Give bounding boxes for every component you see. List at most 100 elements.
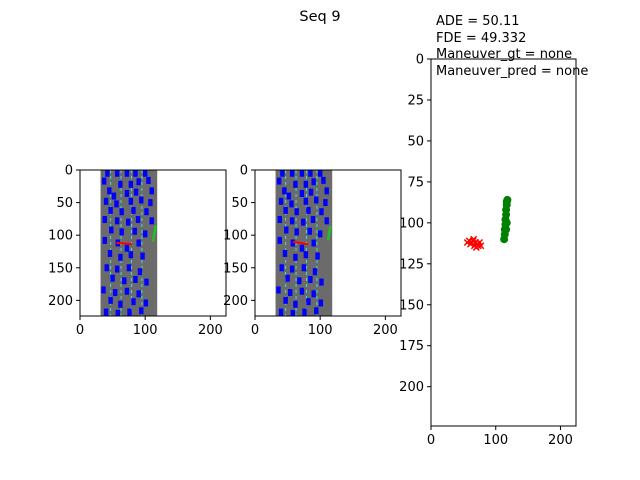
history-trajectory (292, 240, 309, 246)
y-tick-label: 100 (399, 216, 424, 231)
figure-title: Seq 9 (299, 9, 340, 25)
vehicle-marker (289, 170, 295, 177)
y-tick-label: 150 (48, 261, 73, 276)
vehicle-marker (103, 197, 109, 205)
y-tick-label: 175 (399, 339, 424, 354)
vehicle-marker (315, 252, 320, 260)
vehicle-marker (276, 286, 281, 294)
vehicle-marker (308, 188, 314, 196)
y-tick-label: 75 (407, 175, 424, 190)
x-tick-label: 0 (427, 433, 435, 448)
vehicle-marker (290, 309, 296, 316)
vehicle-marker (311, 290, 316, 298)
vehicle-marker (303, 251, 309, 259)
y-tick-label: 50 (231, 196, 248, 211)
vehicle-marker (119, 228, 124, 236)
maneuver-pred-label: Maneuver_pred = none (436, 64, 588, 79)
ade-label: ADE = 50.11 (436, 14, 520, 29)
vehicle-marker (149, 187, 154, 195)
vehicle-marker (137, 268, 143, 276)
vehicle-marker (107, 187, 112, 195)
vehicle-marker (294, 228, 299, 236)
vehicle-marker (122, 277, 127, 285)
y-tick-label: 100 (48, 229, 73, 244)
vehicle-marker (133, 188, 139, 196)
vehicle-marker (149, 217, 154, 225)
x-tick-label: 100 (483, 433, 508, 448)
vehicle-marker (277, 216, 282, 224)
vehicle-marker (124, 287, 130, 295)
y-tick-label: 150 (223, 261, 248, 276)
vehicle-marker (319, 278, 324, 286)
vehicle-marker (127, 308, 132, 316)
vehicle-marker (139, 196, 144, 204)
vehicle-marker (105, 170, 110, 177)
vehicle-marker (144, 208, 149, 216)
y-tick-label: 25 (407, 93, 424, 108)
vehicle-marker (110, 274, 115, 282)
x-tick-label: 200 (548, 433, 573, 448)
vehicle-marker (312, 268, 318, 276)
vehicle-marker (282, 249, 288, 257)
vehicle-marker (118, 253, 123, 261)
vehicle-marker (307, 227, 312, 235)
vehicle-marker (139, 307, 144, 315)
vehicle-marker (142, 170, 148, 177)
vehicle-marker (114, 170, 120, 177)
vehicle-marker (114, 217, 120, 225)
vehicle-marker (132, 227, 137, 235)
vehicle-marker (124, 170, 130, 177)
vehicle-marker (133, 170, 138, 177)
axes-frame (79, 169, 227, 317)
vehicle-marker (306, 206, 311, 214)
vehicle-marker (311, 239, 316, 247)
vehicle-marker (142, 230, 148, 238)
vehicle-marker (311, 178, 316, 186)
vehicle-marker (301, 264, 307, 272)
plot-area (463, 195, 512, 251)
vehicle-marker (284, 226, 289, 234)
maneuver-gt-label: Maneuver_gt = none (436, 47, 572, 62)
vehicle-marker (102, 236, 107, 244)
vehicle-marker (136, 290, 141, 298)
axes-frame (254, 169, 402, 317)
vehicle-marker (293, 180, 298, 188)
y-tick-label: 100 (223, 229, 248, 244)
vehicle-marker (317, 230, 323, 238)
vehicle-marker (101, 286, 106, 294)
history-point (477, 242, 485, 250)
vehicle-marker (289, 265, 295, 273)
vehicle-marker (109, 226, 114, 234)
vehicle-marker (101, 177, 107, 185)
vehicle-marker (108, 296, 113, 304)
future-point (503, 195, 512, 204)
vehicle-marker (302, 308, 307, 316)
vehicle-marker (324, 187, 329, 195)
vehicle-marker (294, 208, 299, 216)
vehicle-marker (293, 253, 298, 261)
history-point (470, 235, 478, 243)
vehicle-marker (280, 170, 285, 177)
vehicle-marker (321, 176, 326, 184)
vehicle-marker (146, 176, 151, 184)
vehicle-marker (285, 274, 290, 282)
vehicle-marker (114, 200, 119, 208)
y-tick-label: 50 (407, 134, 424, 149)
vehicle-marker (319, 208, 324, 216)
vehicle-marker (324, 217, 329, 225)
vehicle-marker (133, 276, 138, 283)
panel-trajectory: 0 100 200 0 25 50 75 100 125 150 175 200 (399, 53, 577, 448)
vehicle-marker (126, 218, 131, 226)
vehicle-marker (126, 264, 132, 272)
y-tick-label: 200 (399, 380, 424, 395)
vehicle-marker (301, 218, 306, 226)
plot-area (273, 170, 335, 316)
vehicle-marker (140, 252, 145, 260)
x-tick-label: 200 (373, 323, 398, 338)
vehicle-marker (114, 265, 120, 273)
plot-area (98, 170, 160, 316)
x-tick-label: 0 (76, 323, 84, 338)
vehicle-marker (148, 199, 153, 207)
